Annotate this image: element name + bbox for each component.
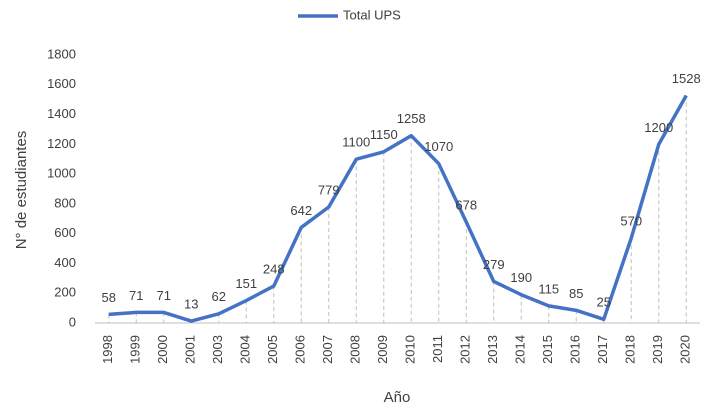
- data-label: 642: [290, 203, 312, 218]
- y-tick-label: 1800: [47, 46, 76, 61]
- legend-label: Total UPS: [343, 7, 401, 22]
- data-label: 1070: [424, 139, 453, 154]
- data-label: 570: [620, 214, 642, 229]
- y-tick-label: 1600: [47, 76, 76, 91]
- x-tick-label: 2014: [513, 335, 528, 364]
- data-line: [108, 94, 688, 323]
- y-tick-label: 800: [54, 195, 76, 210]
- data-label: 71: [129, 288, 143, 303]
- data-label: 1258: [397, 111, 426, 126]
- y-axis-title: N° de estudiantes: [13, 131, 30, 250]
- x-tick-label: 2001: [183, 335, 198, 364]
- x-tick-label: 2017: [595, 335, 610, 364]
- y-tick-label: 1400: [47, 106, 76, 121]
- x-tick-label: 2003: [210, 335, 225, 364]
- x-tick-label: 2006: [293, 335, 308, 364]
- data-label: 13: [184, 297, 198, 312]
- x-tick-label: 2004: [238, 335, 253, 364]
- x-tick-label: 2015: [540, 335, 555, 364]
- data-label: 190: [510, 270, 532, 285]
- data-label: 279: [483, 257, 505, 272]
- x-tick-label: 2000: [155, 335, 170, 364]
- y-tick-label: 400: [54, 255, 76, 270]
- data-label: 71: [157, 288, 171, 303]
- y-tick-label: 1200: [47, 136, 76, 151]
- x-tick-label: 2016: [568, 335, 583, 364]
- x-tick-label: 2018: [623, 335, 638, 364]
- x-tick-label: 2010: [403, 335, 418, 364]
- x-tick-label: 2019: [650, 335, 665, 364]
- data-label: 678: [455, 197, 477, 212]
- data-label: 1528: [672, 71, 701, 86]
- data-label: 85: [569, 286, 583, 301]
- data-label: 1150: [370, 127, 398, 142]
- y-tick-label: 600: [54, 225, 76, 240]
- x-tick-label: 2020: [678, 335, 693, 364]
- data-label: 248: [263, 262, 285, 277]
- data-label: 62: [212, 289, 226, 304]
- data-label: 151: [235, 276, 257, 291]
- x-tick-label: 2013: [485, 335, 500, 364]
- data-label: 25: [597, 295, 611, 310]
- y-tick-label: 200: [54, 285, 76, 300]
- x-tick-label: 1998: [100, 335, 115, 364]
- x-tick-label: 2007: [320, 335, 335, 364]
- x-tick-label: 1999: [128, 335, 143, 364]
- data-label: 1200: [644, 120, 673, 135]
- data-label: 115: [538, 281, 559, 296]
- x-tick-label: 2009: [375, 335, 390, 364]
- x-tick-label: 2005: [265, 335, 280, 364]
- data-label: 1100: [342, 135, 370, 150]
- x-tick-label: 2008: [348, 335, 363, 364]
- x-tick-label: 2012: [458, 335, 473, 364]
- data-label: 58: [102, 290, 116, 305]
- y-tick-label: 1000: [47, 166, 76, 181]
- data-label: 779: [318, 182, 340, 197]
- x-tick-label: 2011: [430, 335, 445, 363]
- x-axis-title: Año: [384, 389, 411, 406]
- y-tick-label: 0: [69, 314, 76, 329]
